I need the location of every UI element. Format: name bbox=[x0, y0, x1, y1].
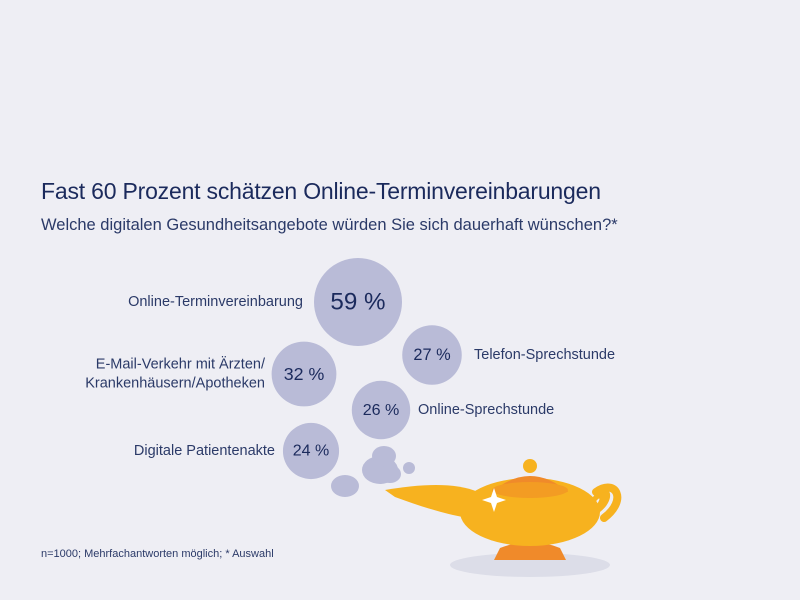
bubble-value-1: 59 % bbox=[330, 289, 385, 316]
smoke-puffs bbox=[331, 446, 415, 497]
bubble-value-4: 26 % bbox=[363, 401, 400, 419]
chart-subtitle: Welche digitalen Gesundheitsangebote wür… bbox=[41, 216, 618, 234]
bubble-label-2: Telefon-Sprechstunde bbox=[474, 347, 615, 363]
bubble-3 bbox=[271, 341, 337, 407]
bubbles: 59 % Online-Terminvereinbarung 27 % Telefon… bbox=[85, 258, 615, 480]
bubble-label-4: Online-Sprechstunde bbox=[418, 402, 554, 418]
bubble-4 bbox=[351, 380, 411, 440]
bubble-value-3: 32 % bbox=[284, 364, 325, 384]
bubble-value-5: 24 % bbox=[293, 443, 329, 460]
bubble-label-5: Digitale Patientenakte bbox=[134, 443, 275, 459]
chart-title: Fast 60 Prozent schätzen Online-Terminve… bbox=[41, 178, 601, 204]
bubble-value-2: 27 % bbox=[413, 346, 450, 364]
bubble-label-3-line-1: E-Mail-Verkehr mit Ärzten/ bbox=[96, 356, 266, 373]
bubble-1 bbox=[314, 258, 402, 346]
bubble-label-1: Online-Terminvereinbarung bbox=[128, 294, 303, 310]
magic-lamp-icon bbox=[385, 459, 622, 577]
bubble-5 bbox=[282, 422, 340, 480]
bubble-label-3-line-2: Krankenhäusern/Apotheken bbox=[85, 376, 265, 392]
bubble-2 bbox=[402, 325, 462, 385]
footnote: n=1000; Mehrfachantworten möglich; * Aus… bbox=[41, 548, 274, 560]
